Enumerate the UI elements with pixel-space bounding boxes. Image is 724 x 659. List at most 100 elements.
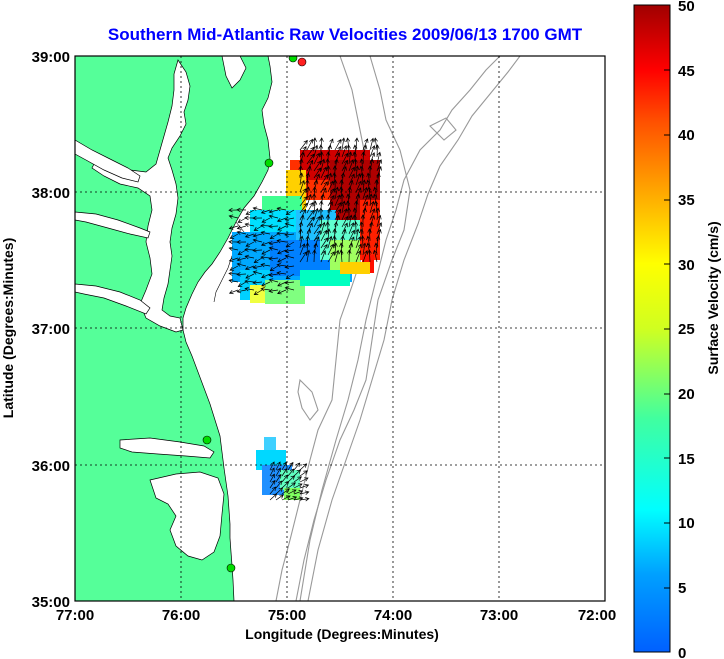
- current-vector: [299, 202, 308, 214]
- current-vector: [369, 208, 376, 221]
- current-vector: [277, 289, 287, 295]
- potomac-river: [75, 139, 141, 183]
- current-vector: [285, 273, 295, 280]
- current-vector: [341, 200, 346, 214]
- current-vector: [293, 490, 304, 495]
- current-vector: [306, 216, 315, 228]
- current-vector: [299, 139, 308, 151]
- current-vector: [268, 246, 279, 251]
- current-vector: [299, 235, 304, 249]
- current-vector: [252, 280, 263, 285]
- current-vector: [269, 479, 276, 489]
- current-vector: [376, 151, 382, 165]
- current-vector: [306, 153, 315, 165]
- current-vector: [346, 193, 351, 207]
- current-vector: [276, 238, 287, 244]
- station-marker: [288, 56, 298, 63]
- colorbar-tick-label: 25: [678, 321, 695, 338]
- x-tick-label: 73:00: [480, 607, 518, 624]
- current-vector: [348, 214, 353, 228]
- current-vector: [311, 193, 317, 207]
- current-vector: [293, 476, 302, 483]
- current-vector: [340, 172, 346, 186]
- current-vector: [334, 152, 341, 165]
- current-vector: [299, 490, 310, 495]
- station-marker: [297, 57, 307, 67]
- current-vector: [284, 222, 295, 227]
- current-vector: [340, 235, 345, 249]
- current-vector: [228, 214, 239, 219]
- current-vector: [327, 180, 334, 193]
- current-vector: [332, 165, 338, 179]
- y-tick-label: 38:00: [32, 185, 70, 202]
- current-vector: [293, 483, 303, 489]
- current-vector: [269, 265, 279, 272]
- current-vector: [298, 221, 304, 235]
- current-vector: [229, 265, 239, 271]
- current-vector: [306, 138, 313, 151]
- chesapeake-bay: [91, 59, 191, 333]
- current-vector: [348, 166, 355, 179]
- current-vector: [369, 214, 375, 228]
- current-vector: [366, 179, 371, 193]
- current-vector: [261, 249, 271, 255]
- current-vector: [252, 264, 263, 270]
- current-vector: [244, 279, 255, 284]
- current-vector: [299, 251, 307, 263]
- x-axis-label: Longitude (Degrees:Minutes): [245, 626, 439, 642]
- current-vector: [334, 201, 342, 214]
- current-vector: [320, 166, 327, 179]
- current-vector: [348, 229, 355, 242]
- current-vector: [347, 186, 352, 200]
- current-vector: [268, 256, 279, 261]
- current-vector: [277, 281, 287, 287]
- colorbar-tick-label: 5: [678, 580, 686, 597]
- current-vector: [369, 221, 374, 235]
- current-vector: [327, 235, 333, 249]
- current-vector: [299, 151, 305, 165]
- current-vector: [362, 201, 369, 214]
- current-vector: [376, 165, 382, 179]
- current-vector: [327, 251, 335, 263]
- current-vector: [359, 165, 364, 179]
- current-vector: [332, 228, 337, 242]
- rappahannock-river: [75, 211, 151, 239]
- current-vector: [268, 278, 279, 283]
- current-vector: [268, 209, 279, 214]
- pamlico-sound: [149, 471, 225, 561]
- current-vector: [313, 160, 322, 172]
- current-vector: [228, 239, 239, 245]
- current-vector: [236, 239, 247, 245]
- current-vector: [244, 265, 255, 271]
- current-vector: [355, 228, 360, 242]
- james-river: [75, 283, 151, 315]
- map-border: [74, 55, 606, 602]
- current-vector: [375, 235, 381, 249]
- current-vector: [245, 241, 255, 247]
- current-vector: [369, 152, 376, 165]
- current-vector: [341, 208, 348, 221]
- current-vector: [355, 250, 362, 263]
- current-vector: [244, 254, 255, 260]
- current-vector: [284, 248, 295, 254]
- colorbar-tick-label: 40: [678, 127, 695, 144]
- current-vector: [362, 207, 367, 221]
- current-vector: [327, 138, 334, 151]
- current-vector: [260, 255, 271, 260]
- albemarle-sound: [119, 437, 215, 459]
- current-vector: [299, 214, 305, 228]
- current-vector: [299, 484, 310, 489]
- station-marker: [226, 563, 236, 573]
- current-vector: [237, 249, 247, 255]
- x-tick-label: 74:00: [374, 607, 412, 624]
- current-vector: [299, 188, 307, 200]
- current-vector: [244, 222, 255, 227]
- current-vector: [236, 230, 247, 235]
- current-vector: [334, 214, 340, 228]
- current-vector: [327, 172, 333, 186]
- x-tick-label: 75:00: [268, 607, 306, 624]
- current-vector: [369, 137, 375, 151]
- current-vector: [313, 167, 322, 179]
- current-vector: [326, 228, 331, 242]
